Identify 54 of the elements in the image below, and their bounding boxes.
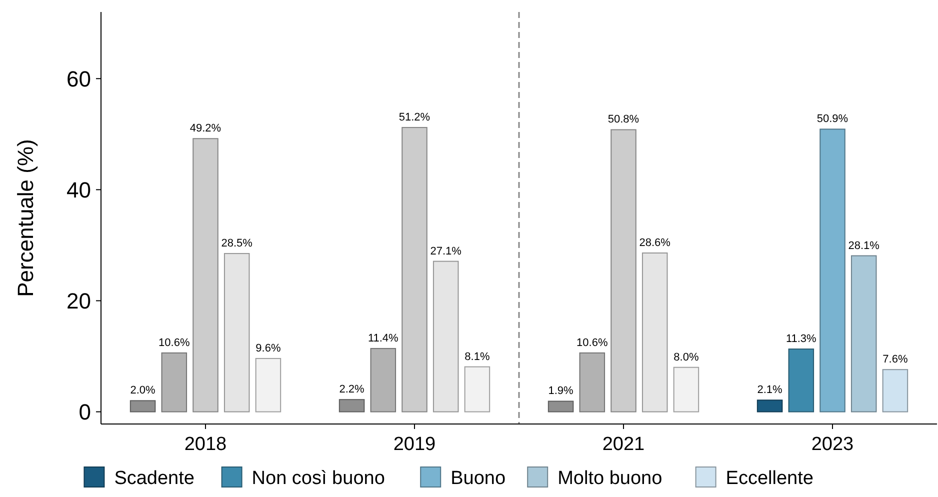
bar (788, 348, 814, 412)
data-label: 8.1% (464, 350, 490, 363)
bar (192, 138, 218, 412)
data-label: 11.4% (368, 332, 399, 344)
y-tick-label: 0 (78, 399, 91, 424)
y-axis-title: Percentuale (%) (13, 139, 38, 297)
bar (161, 352, 188, 412)
bar (642, 252, 668, 412)
data-label: 28.5% (221, 238, 253, 250)
data-label: 1.9% (548, 385, 574, 398)
x-tick-label: 2019 (393, 434, 436, 455)
bar (224, 253, 250, 412)
x-tick-label: 2021 (602, 434, 645, 455)
data-label: 2.2% (339, 384, 365, 396)
bar (255, 358, 282, 412)
bar (579, 352, 606, 412)
data-label: 2.1% (757, 384, 783, 396)
legend-label: Molto buono (558, 468, 662, 489)
data-label: 28.1% (848, 240, 880, 252)
bar (432, 260, 459, 412)
data-label: 11.3% (786, 333, 817, 346)
legend-label: Non così buono (252, 468, 385, 489)
data-label: 2.0% (130, 384, 156, 397)
y-tick-label: 20 (66, 288, 91, 314)
bar (850, 255, 877, 412)
bar (464, 366, 490, 412)
bar (338, 399, 365, 412)
bar (370, 348, 396, 412)
data-label: 7.6% (882, 354, 908, 366)
y-tick-label: 60 (66, 66, 91, 92)
bar (820, 128, 846, 412)
legend-label: Buono (450, 468, 506, 489)
data-label: 50.9% (816, 113, 848, 126)
data-label: 8.0% (674, 351, 699, 364)
bar (130, 400, 156, 412)
y-tick-label: 40 (66, 177, 91, 202)
bar (402, 126, 428, 412)
data-label: 10.6% (158, 336, 190, 349)
legend-label: Scadente (114, 468, 194, 489)
legend-label: Eccellente (726, 468, 814, 489)
x-tick-label: 2023 (811, 434, 854, 455)
data-label: 51.2% (398, 111, 430, 124)
bar (673, 366, 700, 412)
bar (610, 129, 636, 412)
data-label: 27.1% (430, 245, 462, 258)
data-label: 50.8% (608, 114, 640, 126)
data-label: 10.6% (576, 336, 608, 349)
data-label: 49.2% (190, 122, 222, 135)
data-label: 9.6% (256, 342, 281, 354)
x-tick-label: 2018 (184, 434, 227, 455)
bar (882, 369, 908, 412)
data-label: 28.6% (639, 236, 671, 249)
bar (756, 400, 783, 412)
bar (548, 400, 574, 412)
